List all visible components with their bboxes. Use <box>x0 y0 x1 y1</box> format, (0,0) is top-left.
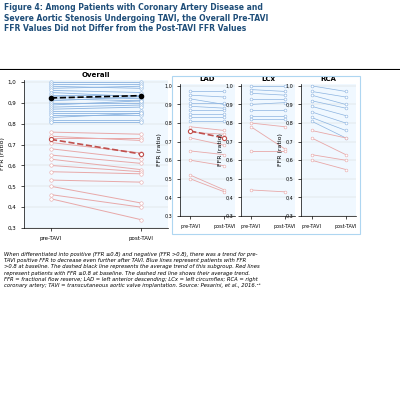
Text: When differentiated into positive (FFR ≤0.8) and negative (FFR >0.8), there was : When differentiated into positive (FFR ≤… <box>4 252 261 288</box>
Y-axis label: FFR (ratio): FFR (ratio) <box>218 134 222 166</box>
Title: LCx: LCx <box>261 76 275 82</box>
Y-axis label: FFR (ratio): FFR (ratio) <box>0 138 5 170</box>
Y-axis label: FFR (ratio): FFR (ratio) <box>157 134 162 166</box>
Y-axis label: FFR (ratio): FFR (ratio) <box>278 134 283 166</box>
Text: Figure 4: Among Patients with Coronary Artery Disease and
Severe Aortic Stenosis: Figure 4: Among Patients with Coronary A… <box>4 3 268 33</box>
Title: LAD: LAD <box>200 76 215 82</box>
Title: Overall: Overall <box>82 72 110 78</box>
Title: RCA: RCA <box>321 76 337 82</box>
